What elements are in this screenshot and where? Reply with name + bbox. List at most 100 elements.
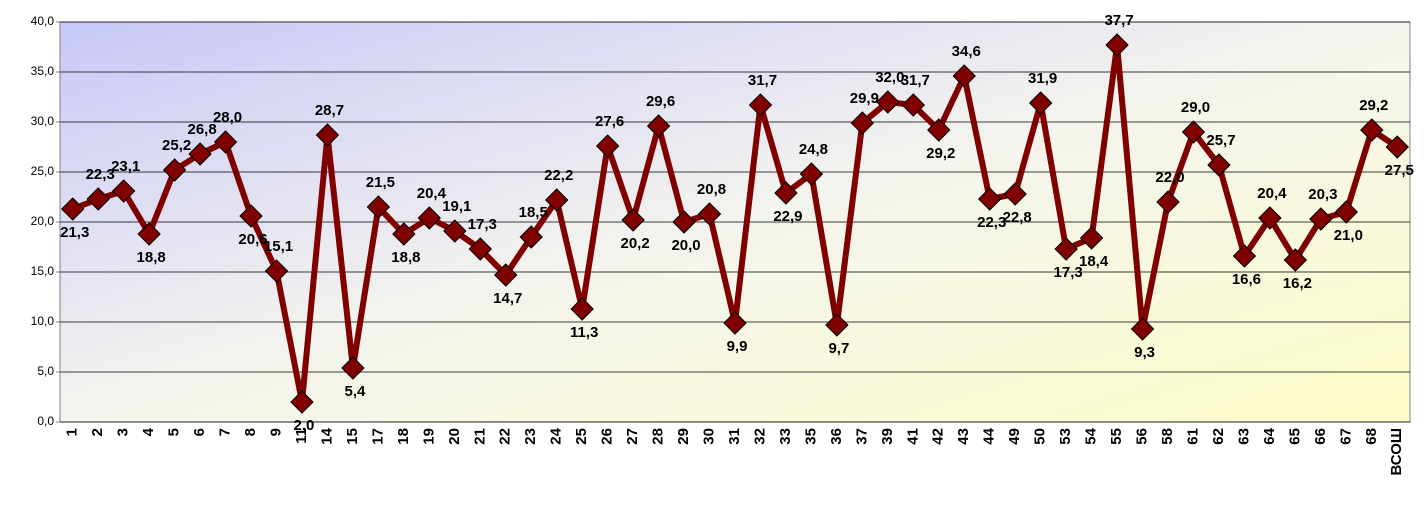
y-tick-label: 15,0 (31, 264, 55, 278)
x-tick-label: 61 (1184, 428, 1201, 445)
marker (290, 390, 314, 414)
marker (1054, 237, 1078, 261)
y-tick-label: 10,0 (31, 314, 55, 328)
x-tick-label: 22 (497, 428, 514, 445)
marker (621, 208, 645, 232)
x-tick-label: 14 (318, 427, 335, 444)
marker (264, 259, 289, 283)
marker (646, 114, 671, 138)
data-label: 18,8 (391, 249, 420, 266)
x-tick-label: 43 (955, 428, 972, 445)
data-label: 26,8 (187, 121, 216, 138)
x-tick-label: 53 (1057, 428, 1074, 445)
x-tick-label: 36 (828, 428, 845, 445)
data-label: 22,8 (1003, 209, 1032, 226)
x-tick-label: 19 (420, 428, 437, 445)
data-label: 15,1 (264, 238, 293, 255)
marker (111, 179, 136, 203)
x-tick-label: 30 (700, 428, 717, 445)
marker (366, 195, 391, 219)
x-tick-label: 58 (1159, 428, 1176, 445)
x-tick-label: 50 (1032, 428, 1049, 445)
data-label: 29,0 (1181, 99, 1210, 116)
x-tick-label: 29 (675, 428, 692, 445)
marker (570, 297, 594, 321)
x-tick-label: 33 (777, 428, 794, 445)
data-label: 31,7 (748, 72, 777, 89)
marker (1385, 135, 1409, 159)
data-label: 19,1 (442, 198, 471, 215)
marker (1028, 91, 1053, 115)
x-tick-label: 15 (344, 428, 361, 445)
x-tick-label: 37 (853, 428, 870, 445)
x-tick-label: 8 (242, 428, 259, 436)
marker (850, 111, 875, 135)
x-tick-label: 39 (879, 428, 896, 445)
x-tick-label: 67 (1337, 428, 1354, 445)
data-label: 20,0 (671, 237, 700, 254)
x-tick-label: 2 (89, 428, 106, 436)
marker (86, 187, 110, 211)
data-label: 20,4 (417, 185, 447, 202)
x-tick-label: 5 (166, 428, 183, 436)
y-tick-label: 30,0 (31, 114, 55, 128)
x-tick-label: 35 (802, 428, 819, 445)
data-label: 32,0 (875, 69, 904, 86)
y-tick-label: 25,0 (31, 164, 55, 178)
x-tick-label: 23 (522, 428, 539, 445)
marker (443, 219, 467, 243)
y-tick-label: 20,0 (31, 214, 55, 228)
data-label: 22,3 (86, 166, 115, 183)
x-tick-label: 26 (599, 428, 616, 445)
marker (162, 158, 187, 182)
marker (61, 197, 85, 221)
x-tick-label: 63 (1235, 428, 1252, 445)
x-tick-label: 65 (1286, 428, 1303, 445)
data-label: 20,4 (1257, 185, 1287, 202)
marker (315, 123, 340, 147)
x-tick-label: 11 (293, 428, 310, 444)
data-label: 29,6 (646, 93, 675, 110)
marker (417, 206, 442, 230)
x-tick-label: 17 (369, 428, 386, 445)
marker (1258, 206, 1282, 230)
x-tick-label: 21 (471, 428, 488, 445)
data-label: 28,7 (315, 102, 344, 119)
x-tick-label: 32 (751, 428, 768, 445)
data-label: 21,0 (1334, 227, 1363, 244)
data-label: 20,8 (697, 181, 726, 198)
x-tick-label: 49 (1006, 428, 1023, 445)
y-tick-label: 5,0 (37, 364, 54, 378)
x-tick-label: 3 (115, 428, 132, 436)
data-label: 29,2 (926, 145, 955, 162)
marker (748, 93, 773, 117)
x-tick-label: 31 (726, 428, 743, 445)
y-tick-label: 0,0 (37, 414, 54, 428)
x-tick-label: 1 (64, 428, 81, 436)
data-label: 21,5 (366, 174, 395, 191)
x-tick-label: 7 (217, 428, 234, 436)
marker (494, 263, 518, 287)
marker (672, 210, 696, 234)
x-tick-label: 9 (267, 428, 284, 436)
data-label: 20,3 (1308, 186, 1337, 203)
data-label: 27,5 (1385, 162, 1414, 179)
x-tick-label: 28 (650, 428, 667, 445)
x-tick-label: 54 (1083, 427, 1100, 444)
x-tick-label: 20 (446, 428, 463, 445)
marker (188, 142, 212, 166)
data-label: 21,3 (60, 224, 89, 241)
marker (1283, 248, 1308, 272)
x-tick-label: 18 (395, 428, 412, 445)
marker (799, 162, 824, 186)
x-tick-label: 62 (1210, 428, 1227, 445)
x-tick-label: 42 (930, 428, 947, 445)
marker (137, 222, 161, 246)
marker (1181, 120, 1206, 144)
marker (595, 134, 620, 158)
x-tick-label: 56 (1134, 428, 1151, 445)
data-label: 23,1 (111, 158, 140, 175)
marker (1309, 207, 1333, 231)
marker (468, 237, 492, 261)
marker (392, 222, 416, 246)
